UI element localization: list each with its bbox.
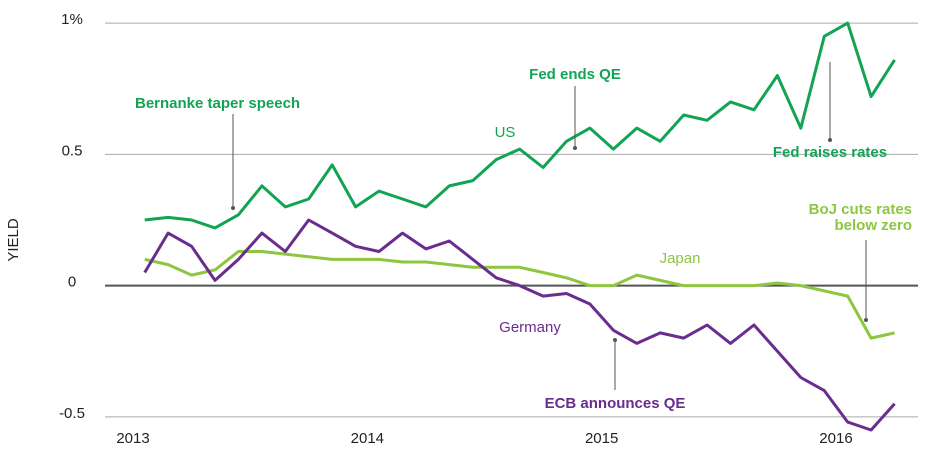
- y-tick-label: 0: [68, 274, 76, 291]
- y-tick-label: 1%: [61, 11, 83, 28]
- series-label: Germany: [499, 319, 561, 336]
- x-tick-label: 2016: [819, 430, 852, 447]
- line: [143, 218, 896, 432]
- annotation-dot: [864, 318, 868, 322]
- x-tick-label: 2014: [351, 430, 384, 447]
- annotation: below zero: [834, 217, 912, 234]
- annotation-dot: [828, 138, 832, 142]
- annotation-dot: [613, 338, 617, 342]
- annotation: Bernanke taper speech: [135, 95, 300, 112]
- annotation: Fed ends QE: [529, 66, 621, 83]
- y-tick-label: -0.5: [59, 405, 85, 422]
- annotation: BoJ cuts rates: [809, 201, 912, 218]
- y-axis-label: YIELD: [5, 218, 22, 262]
- line: [144, 21, 896, 230]
- x-tick-label: 2013: [116, 430, 149, 447]
- annotation-dot: [231, 206, 235, 210]
- annotation: ECB announces QE: [545, 395, 686, 412]
- annotation: Fed raises rates: [773, 144, 887, 161]
- x-tick-label: 2015: [585, 430, 618, 447]
- y-tick-label: 0.5: [62, 142, 83, 159]
- series-label: Japan: [660, 250, 701, 267]
- annotation-dot: [573, 146, 577, 150]
- series-label: US: [495, 124, 516, 141]
- line: [144, 250, 895, 340]
